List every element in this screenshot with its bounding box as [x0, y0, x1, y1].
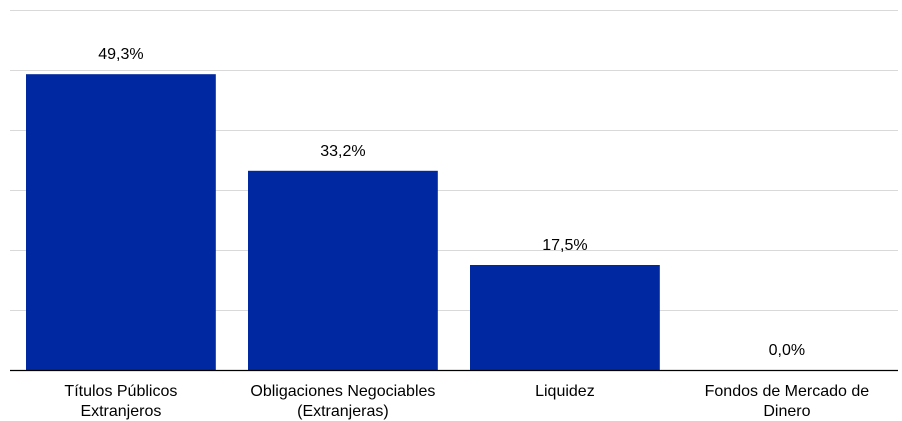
x-tick-labels: Títulos Públicos Extranjeros Obligaciones …	[64, 383, 869, 420]
x-tick-label: Obligaciones Negociables (Extranjeras)	[250, 383, 435, 420]
x-tick-label: Títulos Públicos Extranjeros	[64, 383, 177, 420]
bar	[248, 170, 438, 370]
bar	[26, 74, 216, 370]
data-label: 49,3%	[98, 46, 143, 63]
x-tick-label: Liquidez	[535, 383, 595, 400]
data-label: 17,5%	[542, 237, 587, 254]
bars	[26, 74, 660, 370]
bar	[470, 265, 660, 370]
x-tick-label: Fondos de Mercado de Dinero	[705, 383, 870, 420]
data-labels: 49,3% 33,2% 17,5% 0,0%	[98, 46, 805, 359]
data-label: 0,0%	[769, 342, 805, 359]
data-label: 33,2%	[320, 143, 365, 160]
